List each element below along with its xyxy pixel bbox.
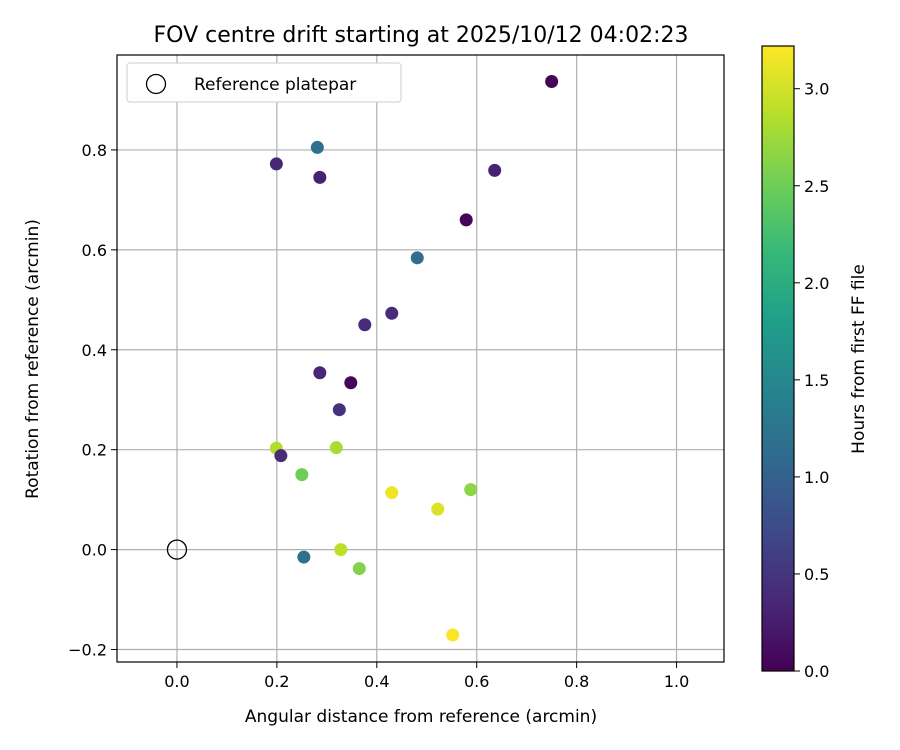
data-point (344, 376, 358, 390)
x-axis-ticks: 0.0 0.2 0.4 0.6 0.8 1.0 (164, 662, 689, 691)
data-point (274, 449, 288, 463)
colorbar-label: Hours from first FF file (849, 264, 869, 454)
x-tick-label: 0.0 (164, 672, 189, 691)
data-point (295, 468, 309, 482)
data-point (332, 403, 346, 417)
chart-title: FOV centre drift starting at 2025/10/12 … (154, 23, 689, 48)
x-tick-label: 1.0 (664, 672, 689, 691)
data-point (385, 486, 399, 500)
data-point (446, 628, 460, 642)
data-point (431, 502, 445, 516)
data-point (334, 543, 348, 557)
data-point (358, 318, 372, 332)
y-axis-ticks: −0.2 0.0 0.2 0.4 0.6 0.8 (68, 141, 117, 660)
colorbar: 0.0 0.5 1.0 1.5 2.0 2.5 3.0 Hours from first F… (761, 45, 869, 681)
y-tick-label: 0.2 (82, 441, 107, 460)
x-axis-label: Angular distance from reference (arcmin) (245, 707, 597, 727)
colorbar-ticks: 0.0 0.5 1.0 1.5 2.0 2.5 3.0 (794, 80, 829, 681)
data-point (313, 170, 327, 184)
data-point (352, 562, 366, 576)
colorbar-tick-label: 3.0 (804, 80, 829, 99)
data-point (297, 550, 311, 564)
colorbar-tick-label: 2.0 (804, 274, 829, 293)
data-point (313, 366, 327, 380)
colorbar-tick-label: 1.5 (804, 371, 829, 390)
y-tick-label: 0.0 (82, 541, 107, 560)
reference-platepar-point (166, 539, 188, 560)
data-point (310, 140, 324, 154)
y-tick-label: 0.8 (82, 141, 107, 160)
x-tick-label: 0.4 (364, 672, 389, 691)
colorbar-tick-label: 0.5 (804, 565, 829, 584)
data-point (385, 306, 399, 320)
legend-label: Reference platepar (194, 75, 356, 95)
x-tick-label: 0.8 (564, 672, 589, 691)
colorbar-tick-label: 0.0 (804, 662, 829, 681)
colorbar-tick-label: 1.0 (804, 468, 829, 487)
x-tick-label: 0.2 (264, 672, 289, 691)
data-point (459, 213, 473, 227)
data-point (464, 483, 478, 497)
y-axis-label: Rotation from reference (arcmin) (23, 219, 43, 499)
data-point (410, 251, 424, 265)
colorbar-tick-label: 2.5 (804, 177, 829, 196)
grid (117, 55, 724, 662)
y-tick-label: 0.6 (82, 241, 107, 260)
legend: Reference platepar (126, 62, 402, 103)
y-tick-label: −0.2 (68, 641, 107, 660)
x-tick-label: 0.6 (464, 672, 489, 691)
data-point (329, 441, 343, 455)
data-point (269, 157, 283, 171)
legend-marker-open-circle (145, 73, 167, 95)
y-tick-label: 0.4 (82, 341, 107, 360)
data-point (545, 74, 559, 88)
colorbar-gradient (761, 45, 795, 672)
reference-layer (166, 539, 188, 560)
legend-box (126, 62, 402, 103)
plot-area-frame (116, 54, 725, 663)
data-point (488, 163, 502, 177)
data-points (269, 74, 559, 642)
